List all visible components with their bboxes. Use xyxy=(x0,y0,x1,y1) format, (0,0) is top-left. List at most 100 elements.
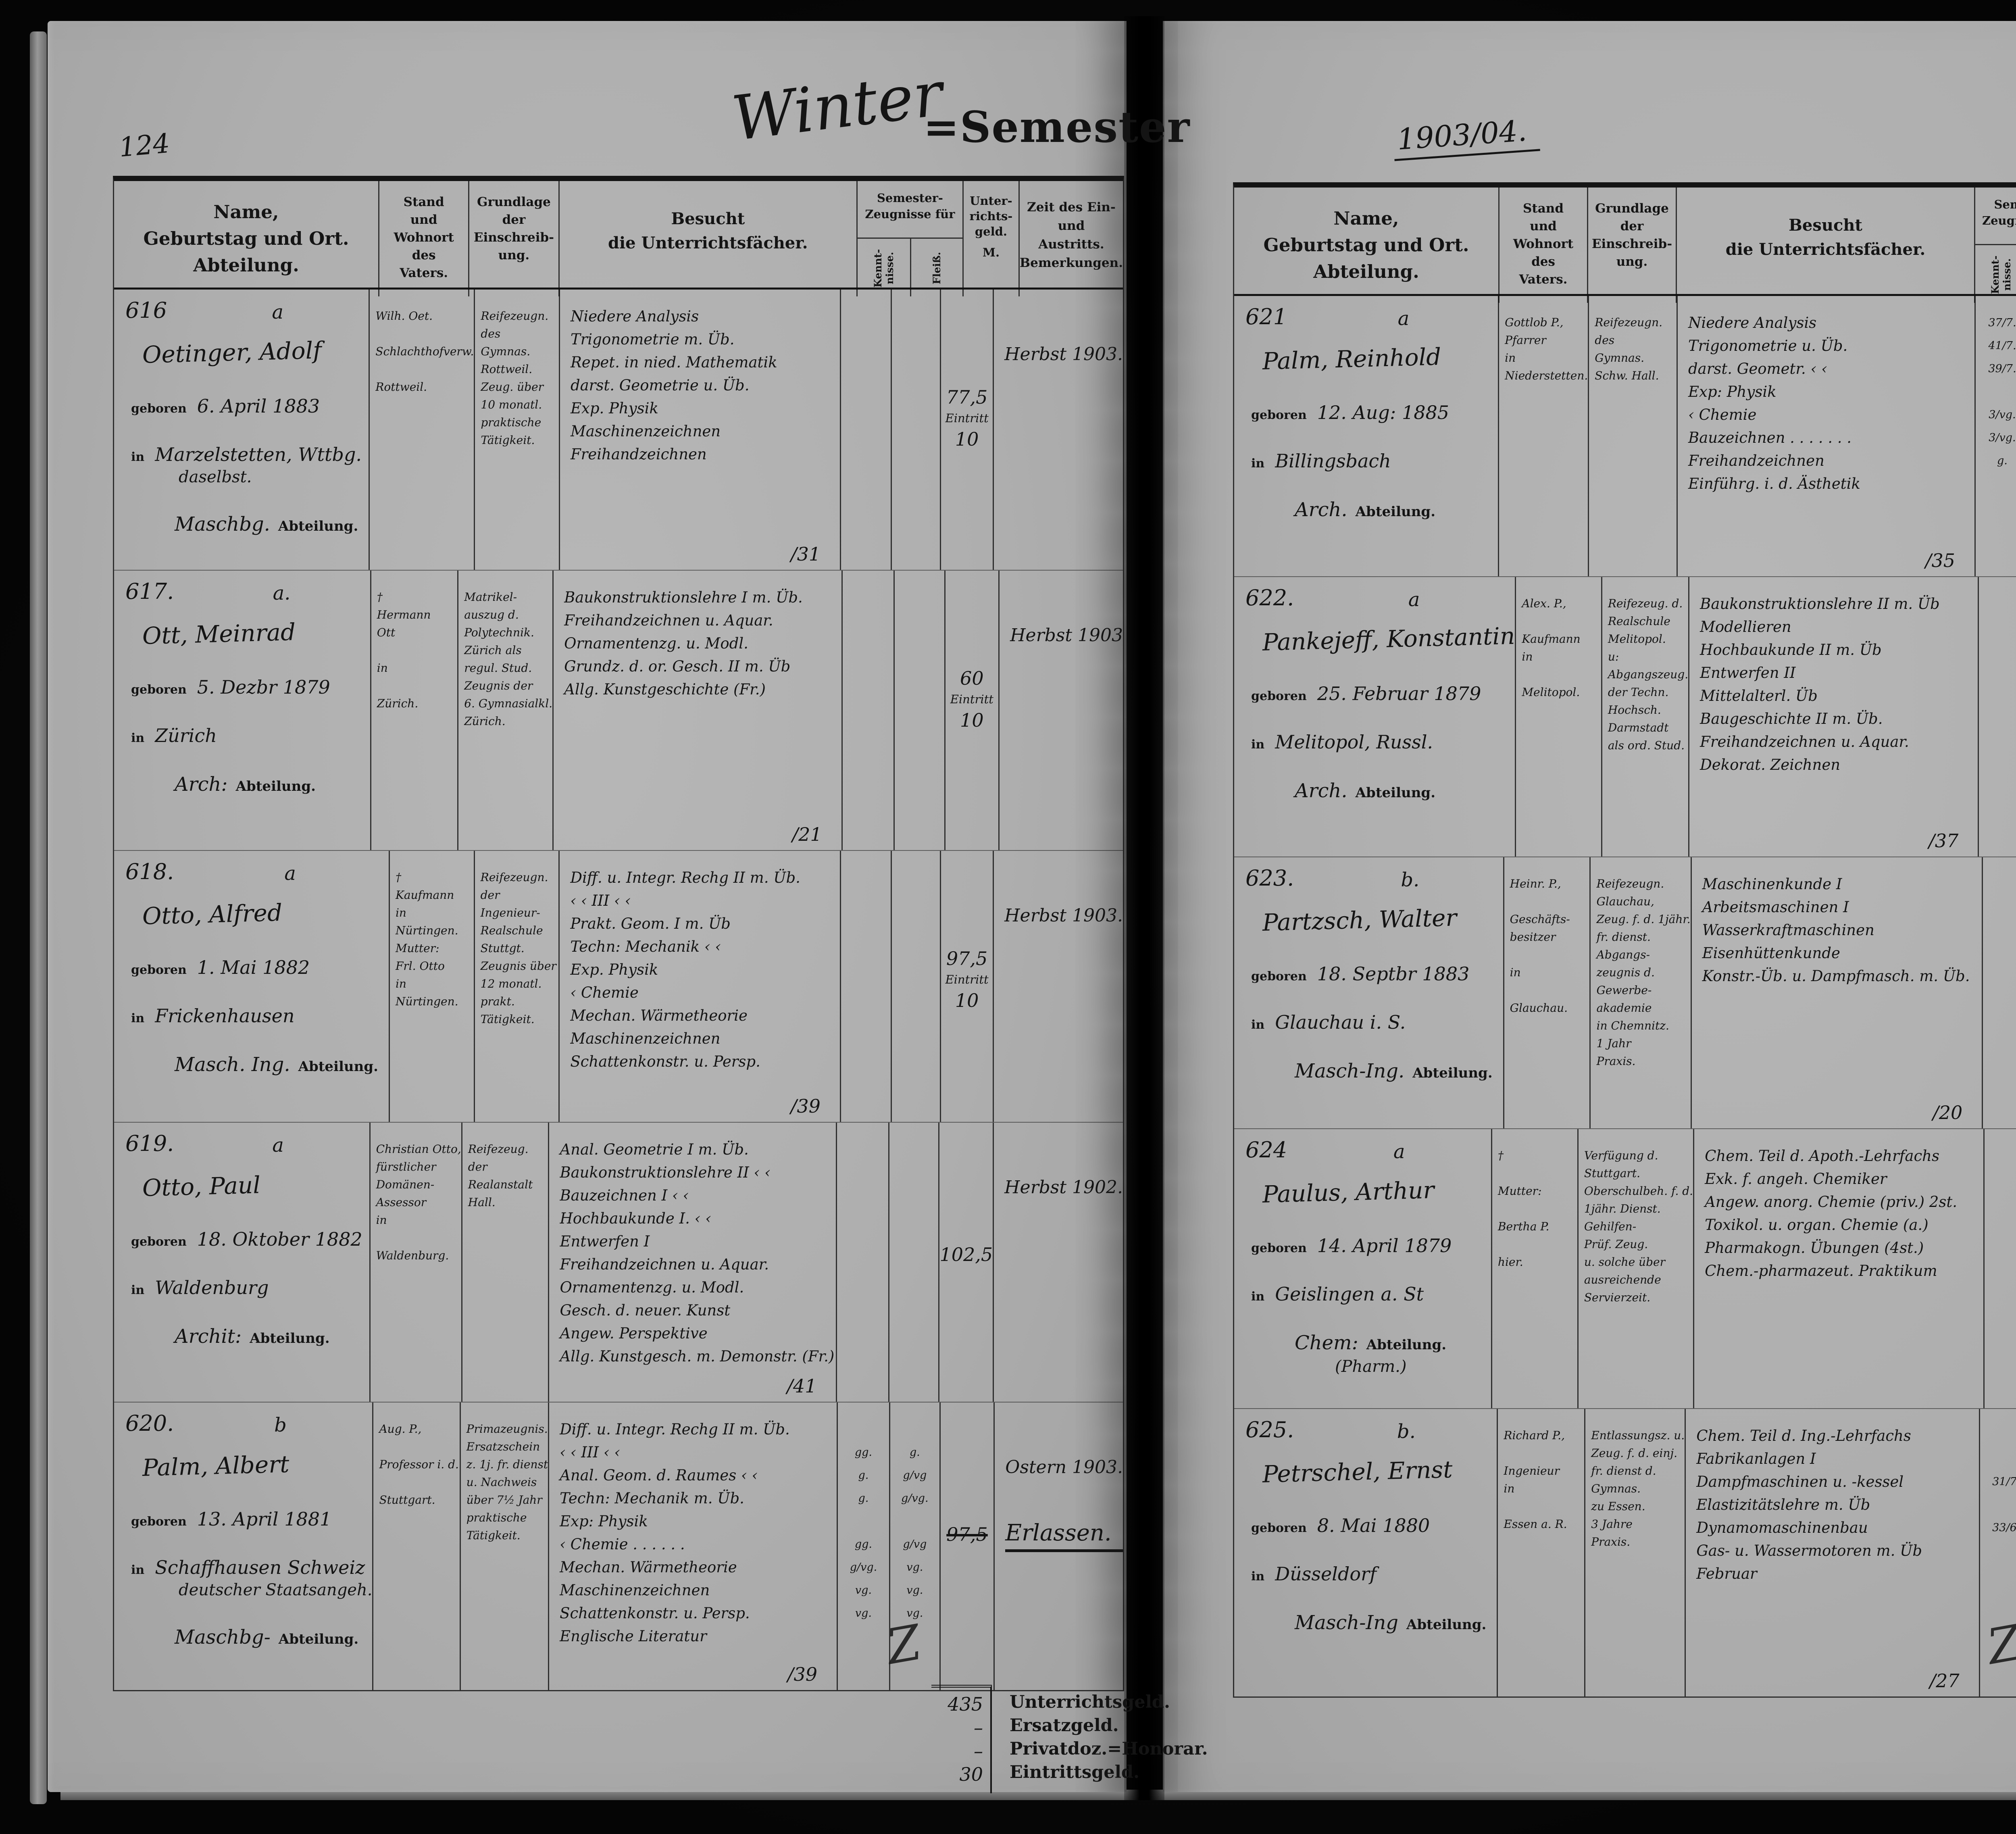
subject-line: darst. Geometrie u. Üb. xyxy=(570,377,750,394)
header-line: Kennt-nisse. xyxy=(872,249,896,288)
grades-kenntnisse-cell xyxy=(841,571,894,850)
in-label: in xyxy=(1251,1018,1265,1032)
subject-line: ‹ ‹ III ‹ ‹ xyxy=(570,892,631,909)
hours-tally: ∕35 xyxy=(1925,550,1956,571)
birth-date: 12. Aug: 1885 xyxy=(1317,402,1450,423)
class-letter: b. xyxy=(1397,1420,1416,1443)
grade-fleiss xyxy=(890,1510,939,1533)
header-line: Bemerkungen. xyxy=(1019,256,1123,270)
subject-line: Hochbaukunde II m. Üb xyxy=(1700,641,1882,659)
grades-kenntnisse-cell xyxy=(1983,1129,2016,1408)
grade-fleiss: vg. xyxy=(906,1584,923,1596)
grade-fleiss: vg. xyxy=(906,1607,923,1619)
father-line: in xyxy=(1510,966,1521,979)
subject-line: Hochbaukunde I. ‹ ‹ xyxy=(560,1210,712,1227)
entry-number: 624 xyxy=(1245,1137,1287,1163)
basis-line: Gehilfen- xyxy=(1584,1220,1637,1233)
subject-line: Angew. Perspektive xyxy=(560,1325,708,1342)
subject-line: Maschinenzeichnen xyxy=(560,1582,710,1599)
basis-line: fr. dienst. xyxy=(1596,930,1651,944)
basis-line: Tätigkeit. xyxy=(481,433,535,447)
fee-summary-values: 435 – – 30 xyxy=(931,1685,992,1793)
name-cell: 622. a Pankejeff, Konstantin geboren 25. Feb… xyxy=(1234,577,1515,857)
grades-fleiss-cell xyxy=(891,290,940,570)
grade-kenntnisse xyxy=(838,1510,889,1533)
basis-line: akademie xyxy=(1596,1001,1652,1015)
father-line: Rottweil. xyxy=(375,380,427,394)
basis-line: Schw. Hall. xyxy=(1595,369,1659,382)
col-header-name: Name, Geburtstag und Ort. Abteilung. xyxy=(114,181,378,296)
in-label: in xyxy=(1251,738,1265,752)
basis-line: Glauchau, xyxy=(1596,895,1654,908)
department: Masch-Ing. xyxy=(1295,1060,1405,1082)
class-letter: a xyxy=(1397,307,1410,330)
basis-line: Entlassungsz. u. xyxy=(1591,1429,1685,1442)
basis-line: Zürich. xyxy=(464,715,506,728)
page-number-left: 124 xyxy=(117,127,171,163)
grade-kenntnisse xyxy=(1976,472,2016,495)
subject-line: Exp: Physik xyxy=(560,1513,648,1530)
book-page-edge-left xyxy=(30,31,47,1804)
subject-line: darst. Geometr. ‹ ‹ xyxy=(1688,360,1827,377)
basis-line: Ingenieur- xyxy=(480,906,540,919)
class-letter: b. xyxy=(1401,869,1420,891)
birthplace-line: in Glauchau i. S. xyxy=(1234,1011,1503,1033)
header-line: Wohnort xyxy=(394,230,454,245)
basis-line: Gewerbe- xyxy=(1596,984,1652,997)
grade-kenntnisse: gg. xyxy=(854,1538,873,1551)
birth-date: 14. April 1879 xyxy=(1317,1235,1452,1257)
col-header-unterrichtsgeld: Unter- richts- geld. M. xyxy=(962,181,1018,296)
father-line: Zürich. xyxy=(377,697,419,710)
basis-line: Praxis. xyxy=(1591,1535,1631,1548)
header-line: Besucht xyxy=(671,209,745,228)
birth-date: 25. Februar 1879 xyxy=(1317,683,1481,704)
class-letter: b xyxy=(274,1414,287,1436)
geboren-label: geboren xyxy=(1251,969,1307,984)
basis-line: Prüf. Zeug. xyxy=(1584,1238,1648,1251)
col-header-stand: Stand und Wohnort des Vaters. xyxy=(1498,188,1587,303)
father-line: in xyxy=(376,1213,387,1227)
department-line: Maschbg- Abteilung. xyxy=(114,1626,372,1649)
grade-kenntnisse: g. xyxy=(1997,454,2008,467)
department: Masch-Ing xyxy=(1295,1611,1399,1634)
header-line: Wohnort xyxy=(1513,237,1574,251)
subject-line: Niedere Analysis xyxy=(1688,314,1817,331)
header-line: des xyxy=(1531,254,1555,269)
grade-kenntnisse: 41/7. xyxy=(1988,340,2016,352)
header-line: richts- xyxy=(969,209,1013,223)
grade-kenntnisse xyxy=(1980,1562,2016,1585)
birth-date: 18. Septbr 1883 xyxy=(1317,963,1470,985)
zeugnisse-top: Semester- Zeugnisse für xyxy=(1975,188,2016,245)
subject-line: Modellieren xyxy=(1700,618,1791,636)
student-name: Oetinger, Adolf xyxy=(142,336,322,369)
grades-kenntnisse-cell xyxy=(840,290,891,570)
basis-line: u. solche über xyxy=(1584,1255,1665,1269)
subject-line: Mechan. Wärmetheorie xyxy=(570,1007,748,1024)
subject-line: Schattenkonstr. u. Persp. xyxy=(560,1605,750,1622)
class-letter: a xyxy=(272,1134,284,1157)
department-line: Masch. Ing. Abteilung. xyxy=(114,1053,389,1076)
fee-stack: 97,5 Eintritt 10 xyxy=(941,948,993,1011)
subjects-cell: Niedere Analysis Trigonometrie m. Üb. Repe… xyxy=(558,290,840,570)
birthplace-line: in Zürich xyxy=(114,725,370,746)
basis-line: ausreichende xyxy=(1584,1273,1661,1286)
subject-line: Maschinenzeichnen xyxy=(570,1030,721,1047)
subject-line: Ornamentenzg. u. Modl. xyxy=(560,1279,744,1296)
father-line: Geschäfts- xyxy=(1510,913,1570,926)
hours-tally: ∕37 xyxy=(1929,830,1959,852)
born-line: geboren 6. April 1883 xyxy=(114,395,369,417)
entry-number: 623. xyxy=(1245,865,1294,891)
father-line: in xyxy=(395,906,406,919)
name-cell: 618. a Otto, Alfred geboren 1. Mai 1882 in Fri… xyxy=(114,851,389,1122)
subjects-cell: Baukonstruktionslehre II m. Üb Modelliere… xyxy=(1688,577,1978,857)
father-line: Melitopol. xyxy=(1522,686,1580,699)
father-cell: Gottlob P., Pfarrer in Niederstetten. xyxy=(1498,296,1588,576)
register-row: 621 a Palm, Reinhold geboren 12. Aug: 1885 in… xyxy=(1234,296,2016,577)
father-line xyxy=(1492,1165,1577,1182)
subjects-cell: Chem. Teil d. Apoth.-Lehrfachs Exk. f. an… xyxy=(1693,1129,1983,1408)
father-line: Essen a. R. xyxy=(1504,1517,1567,1531)
father-line: Pfarrer xyxy=(1505,333,1546,347)
father-line: fürstlicher xyxy=(376,1160,436,1173)
semester-title-printed: =Semester xyxy=(923,102,1191,152)
header-line: Name, xyxy=(1333,208,1399,229)
